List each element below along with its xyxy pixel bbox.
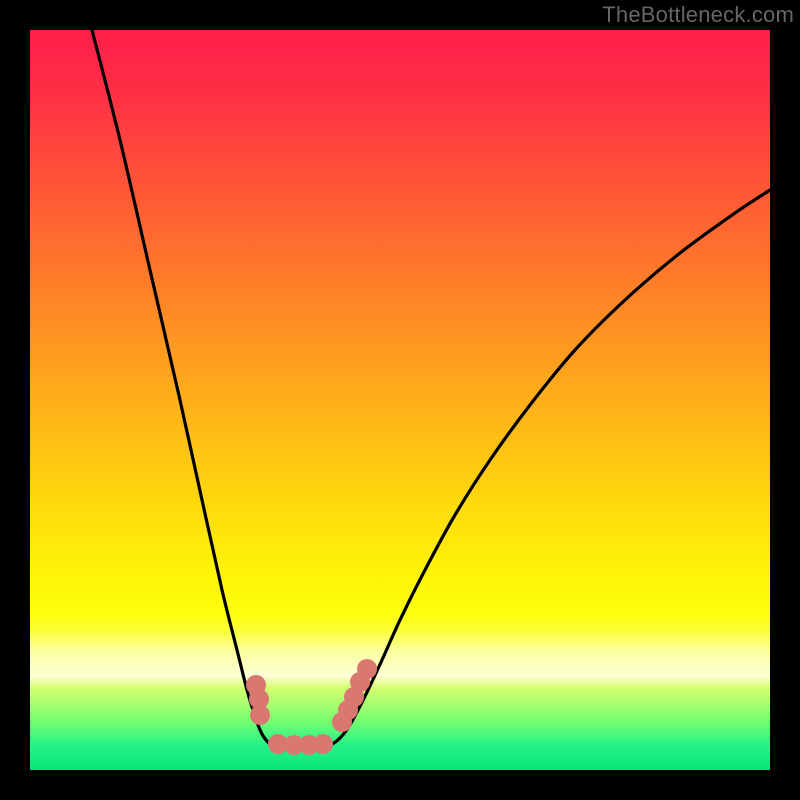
data-marker [357,659,377,679]
chart-container: { "watermark": { "text": "TheBottleneck.… [0,0,800,800]
data-marker [250,705,270,725]
bottleneck-chart [0,0,800,800]
data-marker [313,734,333,754]
plot-background [30,30,770,770]
